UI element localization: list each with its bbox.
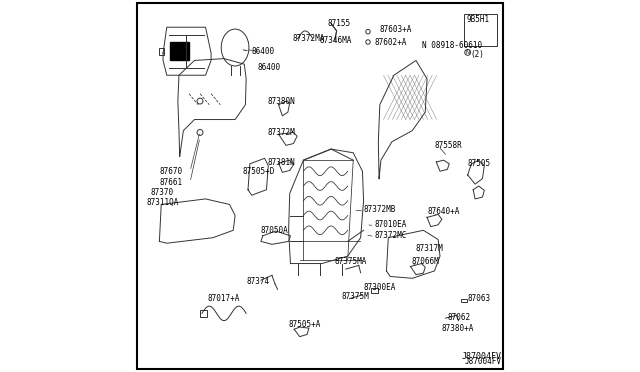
Text: 86400: 86400 — [257, 63, 280, 72]
Text: 87010EA: 87010EA — [374, 220, 407, 229]
Text: 87505+D: 87505+D — [243, 167, 275, 176]
Text: 87155: 87155 — [328, 19, 351, 28]
Text: 87505+A: 87505+A — [289, 320, 321, 329]
Bar — [461, 299, 467, 302]
Text: 87017+A: 87017+A — [207, 294, 240, 303]
Text: 87640+A: 87640+A — [427, 207, 460, 217]
Text: 86400: 86400 — [252, 48, 275, 57]
Text: 87381N: 87381N — [268, 157, 295, 167]
Text: 87300EA: 87300EA — [364, 283, 396, 292]
Text: 87066M: 87066M — [412, 257, 439, 266]
Bar — [464, 14, 497, 46]
Text: 87372MC: 87372MC — [374, 231, 407, 240]
Ellipse shape — [221, 29, 249, 66]
Text: 87372M: 87372M — [268, 128, 295, 137]
Text: 87370: 87370 — [151, 188, 174, 197]
Text: 87603+A: 87603+A — [379, 25, 412, 33]
Text: 87311QA: 87311QA — [147, 198, 179, 207]
Text: (2): (2) — [470, 51, 484, 60]
Text: 87062: 87062 — [447, 312, 470, 321]
Text: 87375M: 87375M — [341, 292, 369, 301]
Text: 87374: 87374 — [246, 278, 269, 286]
Text: 87380+A: 87380+A — [442, 324, 474, 333]
Text: 87375MA: 87375MA — [335, 257, 367, 266]
Bar — [371, 288, 378, 293]
Text: 87372MA: 87372MA — [292, 34, 324, 43]
Text: 9B5H1: 9B5H1 — [467, 15, 490, 24]
Text: 87317M: 87317M — [416, 244, 444, 253]
Text: 87346MA: 87346MA — [320, 36, 353, 45]
Text: 87505: 87505 — [468, 159, 491, 169]
Text: 87602+A: 87602+A — [374, 38, 407, 46]
Text: N 08918-60610: N 08918-60610 — [422, 41, 483, 50]
Bar — [200, 310, 207, 317]
Bar — [159, 48, 164, 55]
Text: 87050A: 87050A — [260, 226, 288, 235]
Text: 87661: 87661 — [159, 178, 182, 187]
Text: 87670: 87670 — [159, 167, 182, 176]
Text: J87004FV: J87004FV — [461, 352, 502, 361]
Text: 87380N: 87380N — [268, 97, 295, 106]
Bar — [170, 42, 189, 61]
Text: N: N — [466, 50, 470, 55]
Text: 87372MB: 87372MB — [364, 205, 396, 215]
Text: 87063: 87063 — [468, 294, 491, 303]
Text: 87558R: 87558R — [435, 141, 462, 150]
Text: J87004FV: J87004FV — [465, 357, 502, 366]
